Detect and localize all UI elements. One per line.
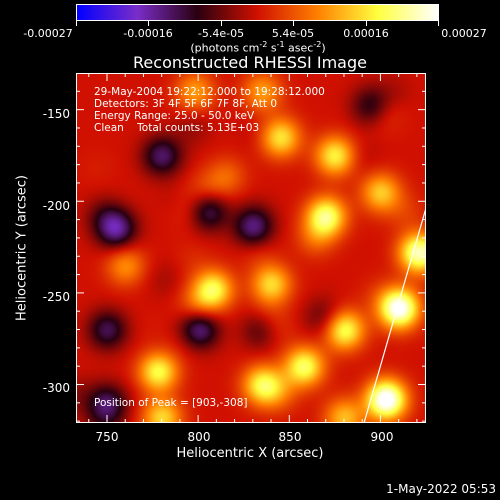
- colorbar-tick-label: 0.00027: [441, 27, 487, 40]
- unit-part: ): [321, 41, 326, 55]
- colorbar-tick: [221, 21, 222, 26]
- unit-exp: -2: [259, 40, 268, 49]
- colorbar-tick: [366, 21, 367, 26]
- x-tick-label: 900: [370, 430, 394, 444]
- timestamp: 1-May-2022 05:53: [386, 482, 496, 496]
- peak-position-label: Position of Peak = [903,-308]: [94, 397, 248, 409]
- solar-limb-line: [363, 207, 426, 423]
- chart-title: Reconstructed RHESSI Image: [133, 53, 367, 72]
- plot-frame: [76, 73, 426, 423]
- colorbar-tick: [438, 21, 439, 26]
- x-axis-label: Heliocentric X (arcsec): [176, 446, 324, 461]
- colorbar-tick: [76, 21, 77, 26]
- annotation-time: 29-May-2004 19:22:12.000 to 19:28:12.000: [94, 86, 325, 98]
- colorbar: [76, 4, 439, 21]
- annotation-energy: Energy Range: 25.0 - 50.0 keV: [94, 110, 255, 122]
- unit-part: (photons cm: [190, 41, 260, 55]
- colorbar-tick-label: 5.4e-05: [271, 27, 315, 40]
- x-tick-label: 750: [95, 430, 119, 444]
- colorbar-unit: (photons cm-2 s-1 asec-2): [190, 40, 325, 55]
- unit-exp: -2: [313, 40, 322, 49]
- colorbar-tick: [293, 21, 294, 26]
- colorbar-tick-label: -0.00016: [123, 27, 173, 40]
- colorbar-tick-label: -5.4e-05: [197, 27, 245, 40]
- colorbar-fill: [77, 5, 438, 20]
- x-tick-label: 800: [187, 430, 211, 444]
- heatmap-image: [76, 73, 426, 423]
- annotation-counts: Clean Total counts: 5.13E+03: [94, 122, 260, 134]
- annotation-detectors: Detectors: 3F 4F 5F 6F 7F 8F, Att 0: [94, 98, 278, 110]
- colorbar-tick: [148, 21, 149, 26]
- x-tick-label: 850: [278, 430, 302, 444]
- y-tick-label: -300: [42, 381, 70, 395]
- colorbar-gradient: [77, 5, 438, 20]
- y-axis-label: Heliocentric Y (arcsec): [14, 175, 30, 321]
- y-tick-label: -250: [42, 290, 70, 304]
- y-tick-label: -200: [42, 199, 70, 213]
- unit-part: asec: [284, 41, 314, 55]
- plot-area: [76, 73, 426, 423]
- y-tick-label: -150: [42, 107, 70, 121]
- unit-part: s: [267, 41, 277, 55]
- colorbar-tick-label: 0.00016: [343, 27, 389, 40]
- unit-exp: -1: [276, 40, 285, 49]
- plot-overlay: [76, 73, 426, 423]
- colorbar-tick-label: -0.00027: [23, 27, 73, 40]
